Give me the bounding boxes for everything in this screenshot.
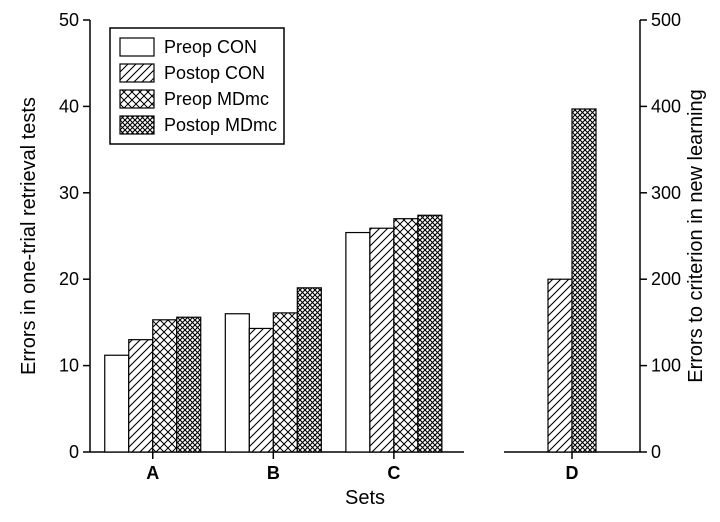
legend-label-postop_con: Postop CON: [164, 63, 265, 83]
right-y-tick-label: 300: [651, 183, 681, 203]
left-y-tick-label: 30: [59, 183, 79, 203]
legend-label-preop_mdmc: Preop MDmc: [164, 89, 269, 109]
bar-C-postop_mdmc: [418, 215, 442, 452]
bar-C-preop_mdmc: [394, 219, 418, 452]
right-y-tick-label: 0: [651, 442, 661, 462]
bar-B-preop_mdmc: [273, 313, 297, 452]
chart-svg: 010203040500100200300400500Errors in one…: [0, 0, 720, 522]
left-y-tick-label: 0: [69, 442, 79, 462]
x-category-label: A: [146, 463, 159, 483]
bar-C-preop_con: [346, 233, 370, 452]
x-axis-title: Sets: [345, 487, 385, 509]
bar-A-preop_con: [105, 355, 129, 452]
chart-container: 010203040500100200300400500Errors in one…: [0, 0, 720, 522]
right-y-tick-label: 400: [651, 96, 681, 116]
right-y-axis-title: Errors to criterion in new learning: [685, 89, 707, 382]
bar-B-postop_mdmc: [297, 288, 321, 452]
legend-swatch-postop_mdmc: [120, 116, 154, 134]
legend-label-preop_con: Preop CON: [164, 37, 257, 57]
legend-label-postop_mdmc: Postop MDmc: [164, 115, 277, 135]
left-y-tick-label: 10: [59, 356, 79, 376]
bar-D-postop_con: [548, 279, 572, 452]
x-category-label: C: [387, 463, 400, 483]
bar-D-postop_mdmc: [572, 109, 596, 452]
left-y-tick-label: 40: [59, 96, 79, 116]
legend-swatch-postop_con: [120, 64, 154, 82]
bar-A-postop_con: [129, 340, 153, 452]
legend-swatch-preop_con: [120, 38, 154, 56]
x-category-label: B: [267, 463, 280, 483]
bar-A-postop_mdmc: [177, 317, 201, 452]
bar-B-preop_con: [225, 314, 249, 452]
left-y-tick-label: 20: [59, 269, 79, 289]
right-y-tick-label: 100: [651, 356, 681, 376]
right-y-tick-label: 200: [651, 269, 681, 289]
left-y-axis-title: Errors in one-trial retrieval tests: [18, 97, 40, 375]
legend-swatch-preop_mdmc: [120, 90, 154, 108]
bar-C-postop_con: [370, 228, 394, 452]
left-y-tick-label: 50: [59, 10, 79, 30]
right-y-tick-label: 500: [651, 10, 681, 30]
bar-A-preop_mdmc: [153, 320, 177, 452]
x-category-label: D: [566, 463, 579, 483]
bar-B-postop_con: [249, 328, 273, 452]
